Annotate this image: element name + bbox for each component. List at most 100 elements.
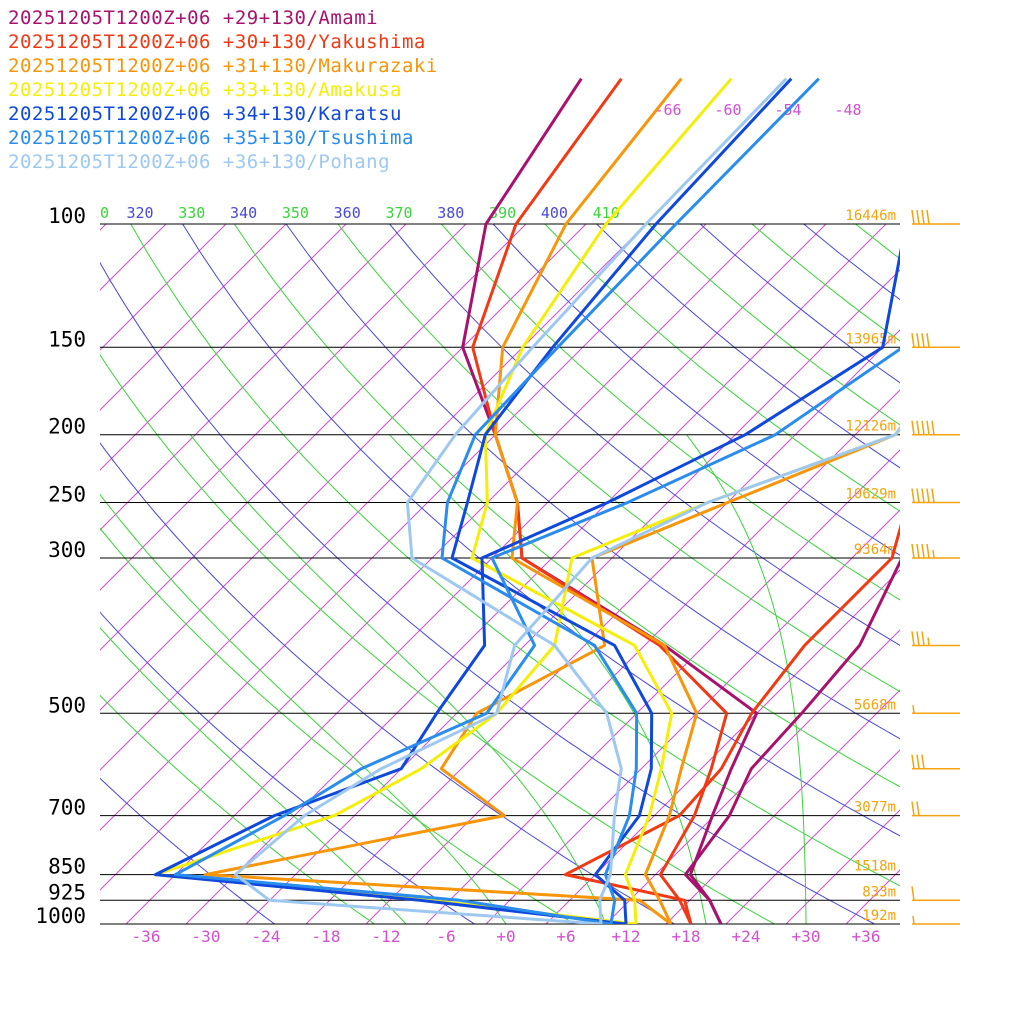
height-label: 833m (862, 884, 896, 900)
adiabat-label: 370 (385, 204, 412, 222)
dry-adiabat-line (699, 224, 900, 384)
temperature-tick-label: -30 (192, 927, 221, 946)
adiabat-label: 400 (541, 204, 568, 222)
wind-barb-flag (932, 549, 935, 559)
moist-adiabat-line (544, 224, 900, 512)
temperature-tick-label: +18 (672, 927, 701, 946)
dewpoint-trace (683, 558, 900, 924)
wind-barb-flag (921, 631, 925, 646)
wind-barb-flag (921, 488, 925, 503)
dewpoint-trace (233, 426, 900, 924)
temperature-tick-label: -12 (372, 927, 401, 946)
legend-entry: 20251205T1200Z+06 +31+130/Makurazaki (8, 55, 438, 77)
temperature-tick-label: +0 (496, 927, 515, 946)
wind-barb (912, 915, 960, 925)
temperature-tick-label: -24 (252, 927, 281, 946)
isotherm-line (485, 509, 900, 924)
isotherm-line (605, 629, 900, 924)
temperature-tick-label: -18 (312, 927, 341, 946)
isotherm-line (545, 569, 900, 924)
adiabat-label: 360 (334, 204, 361, 222)
moist-adiabat-line (100, 493, 507, 924)
wind-barb (911, 543, 960, 559)
moist-adiabat-line (189, 434, 607, 924)
wind-barb-flag (911, 801, 915, 816)
legend-entry: 20251205T1200Z+06 +29+130/Amami (8, 7, 378, 29)
temperature-tick-label: +30 (792, 927, 821, 946)
legend-entry: 20251205T1200Z+06 +30+130/Yakushima (8, 31, 426, 53)
wind-barb-flag (926, 543, 930, 559)
wind-barb-flag (931, 420, 935, 435)
moist-adiabat-line (441, 224, 900, 601)
wind-barb (911, 420, 960, 436)
height-labels: 16446m 13965m 12126m 10629m 9364m 5668m 3077m 1… (845, 208, 896, 924)
isotherm-line (365, 389, 900, 924)
dewpoint-trace (563, 523, 900, 924)
legend-entry: 20251205T1200Z+06 +33+130/Amakusa (8, 79, 402, 101)
legend-entry: 20251205T1200Z+06 +34+130/Karatsu (8, 103, 402, 125)
isotherm-line (0, 224, 46, 924)
wind-barb-flag (921, 209, 925, 225)
isotherm-line (100, 224, 407, 531)
legend: 20251205T1200Z+06 +29+130/Amami20251205T… (8, 7, 438, 173)
wind-barb (911, 209, 960, 225)
adiabat-label: 350 (282, 204, 309, 222)
wind-barb-flag (916, 801, 920, 816)
adiabat-label: 380 (437, 204, 464, 222)
height-label: 13965m (845, 331, 896, 347)
wind-barb-flag (916, 543, 920, 559)
wind-barb-flag (927, 637, 930, 646)
isotherm-line (305, 329, 900, 924)
isotherm-line (100, 224, 707, 831)
wind-barb (911, 488, 960, 504)
dewpoint-trace (173, 347, 900, 924)
moist-adiabat-line (855, 224, 900, 260)
legend-entry: 20251205T1200Z+06 +35+130/Tsushima (8, 127, 414, 149)
temperature-tick-label: +36 (852, 927, 881, 946)
pressure-tick-label: 700 (48, 796, 86, 820)
dry-adiabat-line (182, 224, 900, 837)
temperature-trace (471, 77, 729, 924)
wind-barb-flag (911, 543, 915, 559)
height-label: 5668m (854, 697, 896, 713)
height-label: 16446m (845, 208, 896, 224)
isotherm-line (245, 269, 900, 924)
isotherm-line (100, 224, 467, 591)
wind-barb-flag (931, 488, 935, 503)
wind-barb-flag (916, 488, 920, 503)
wind-barb (911, 754, 960, 770)
upper-temperature-label: -60 (714, 101, 741, 119)
pressure-tick-label: 850 (48, 855, 86, 879)
temperature-trace (450, 77, 793, 924)
height-label: 1518m (854, 859, 896, 875)
isotherm-line (725, 749, 900, 924)
wind-barb-flag (916, 420, 920, 435)
sounding-traces (153, 77, 900, 924)
dry-adiabat-line (100, 777, 275, 924)
wind-barb-flag (911, 420, 915, 435)
wind-barb-flag (926, 488, 930, 503)
wind-barb-flag (926, 333, 930, 348)
pressure-tick-label: 1000 (35, 904, 86, 928)
wind-barb-flag (911, 488, 915, 503)
dry-adiabat-line (1011, 224, 1024, 924)
moist-adiabat-line (130, 224, 900, 887)
isotherm-line (100, 224, 347, 471)
wind-barb-flag (916, 333, 920, 348)
dry-adiabat-line (803, 224, 900, 301)
isotherm-line (185, 224, 887, 924)
moist-adiabat-line (959, 224, 1024, 924)
isotherm-line (845, 869, 900, 924)
wind-barb-flag (926, 209, 930, 225)
dry-adiabat-line (492, 224, 900, 556)
wind-barb-flag (926, 420, 930, 435)
pressure-tick-label: 150 (48, 327, 86, 351)
wind-barb-flag (921, 543, 925, 559)
isotherm-line (785, 809, 900, 924)
dry-adiabat-line (907, 224, 1024, 924)
pressure-tick-label: 200 (48, 415, 86, 439)
wind-barb (911, 801, 960, 817)
wind-barb (911, 631, 960, 647)
